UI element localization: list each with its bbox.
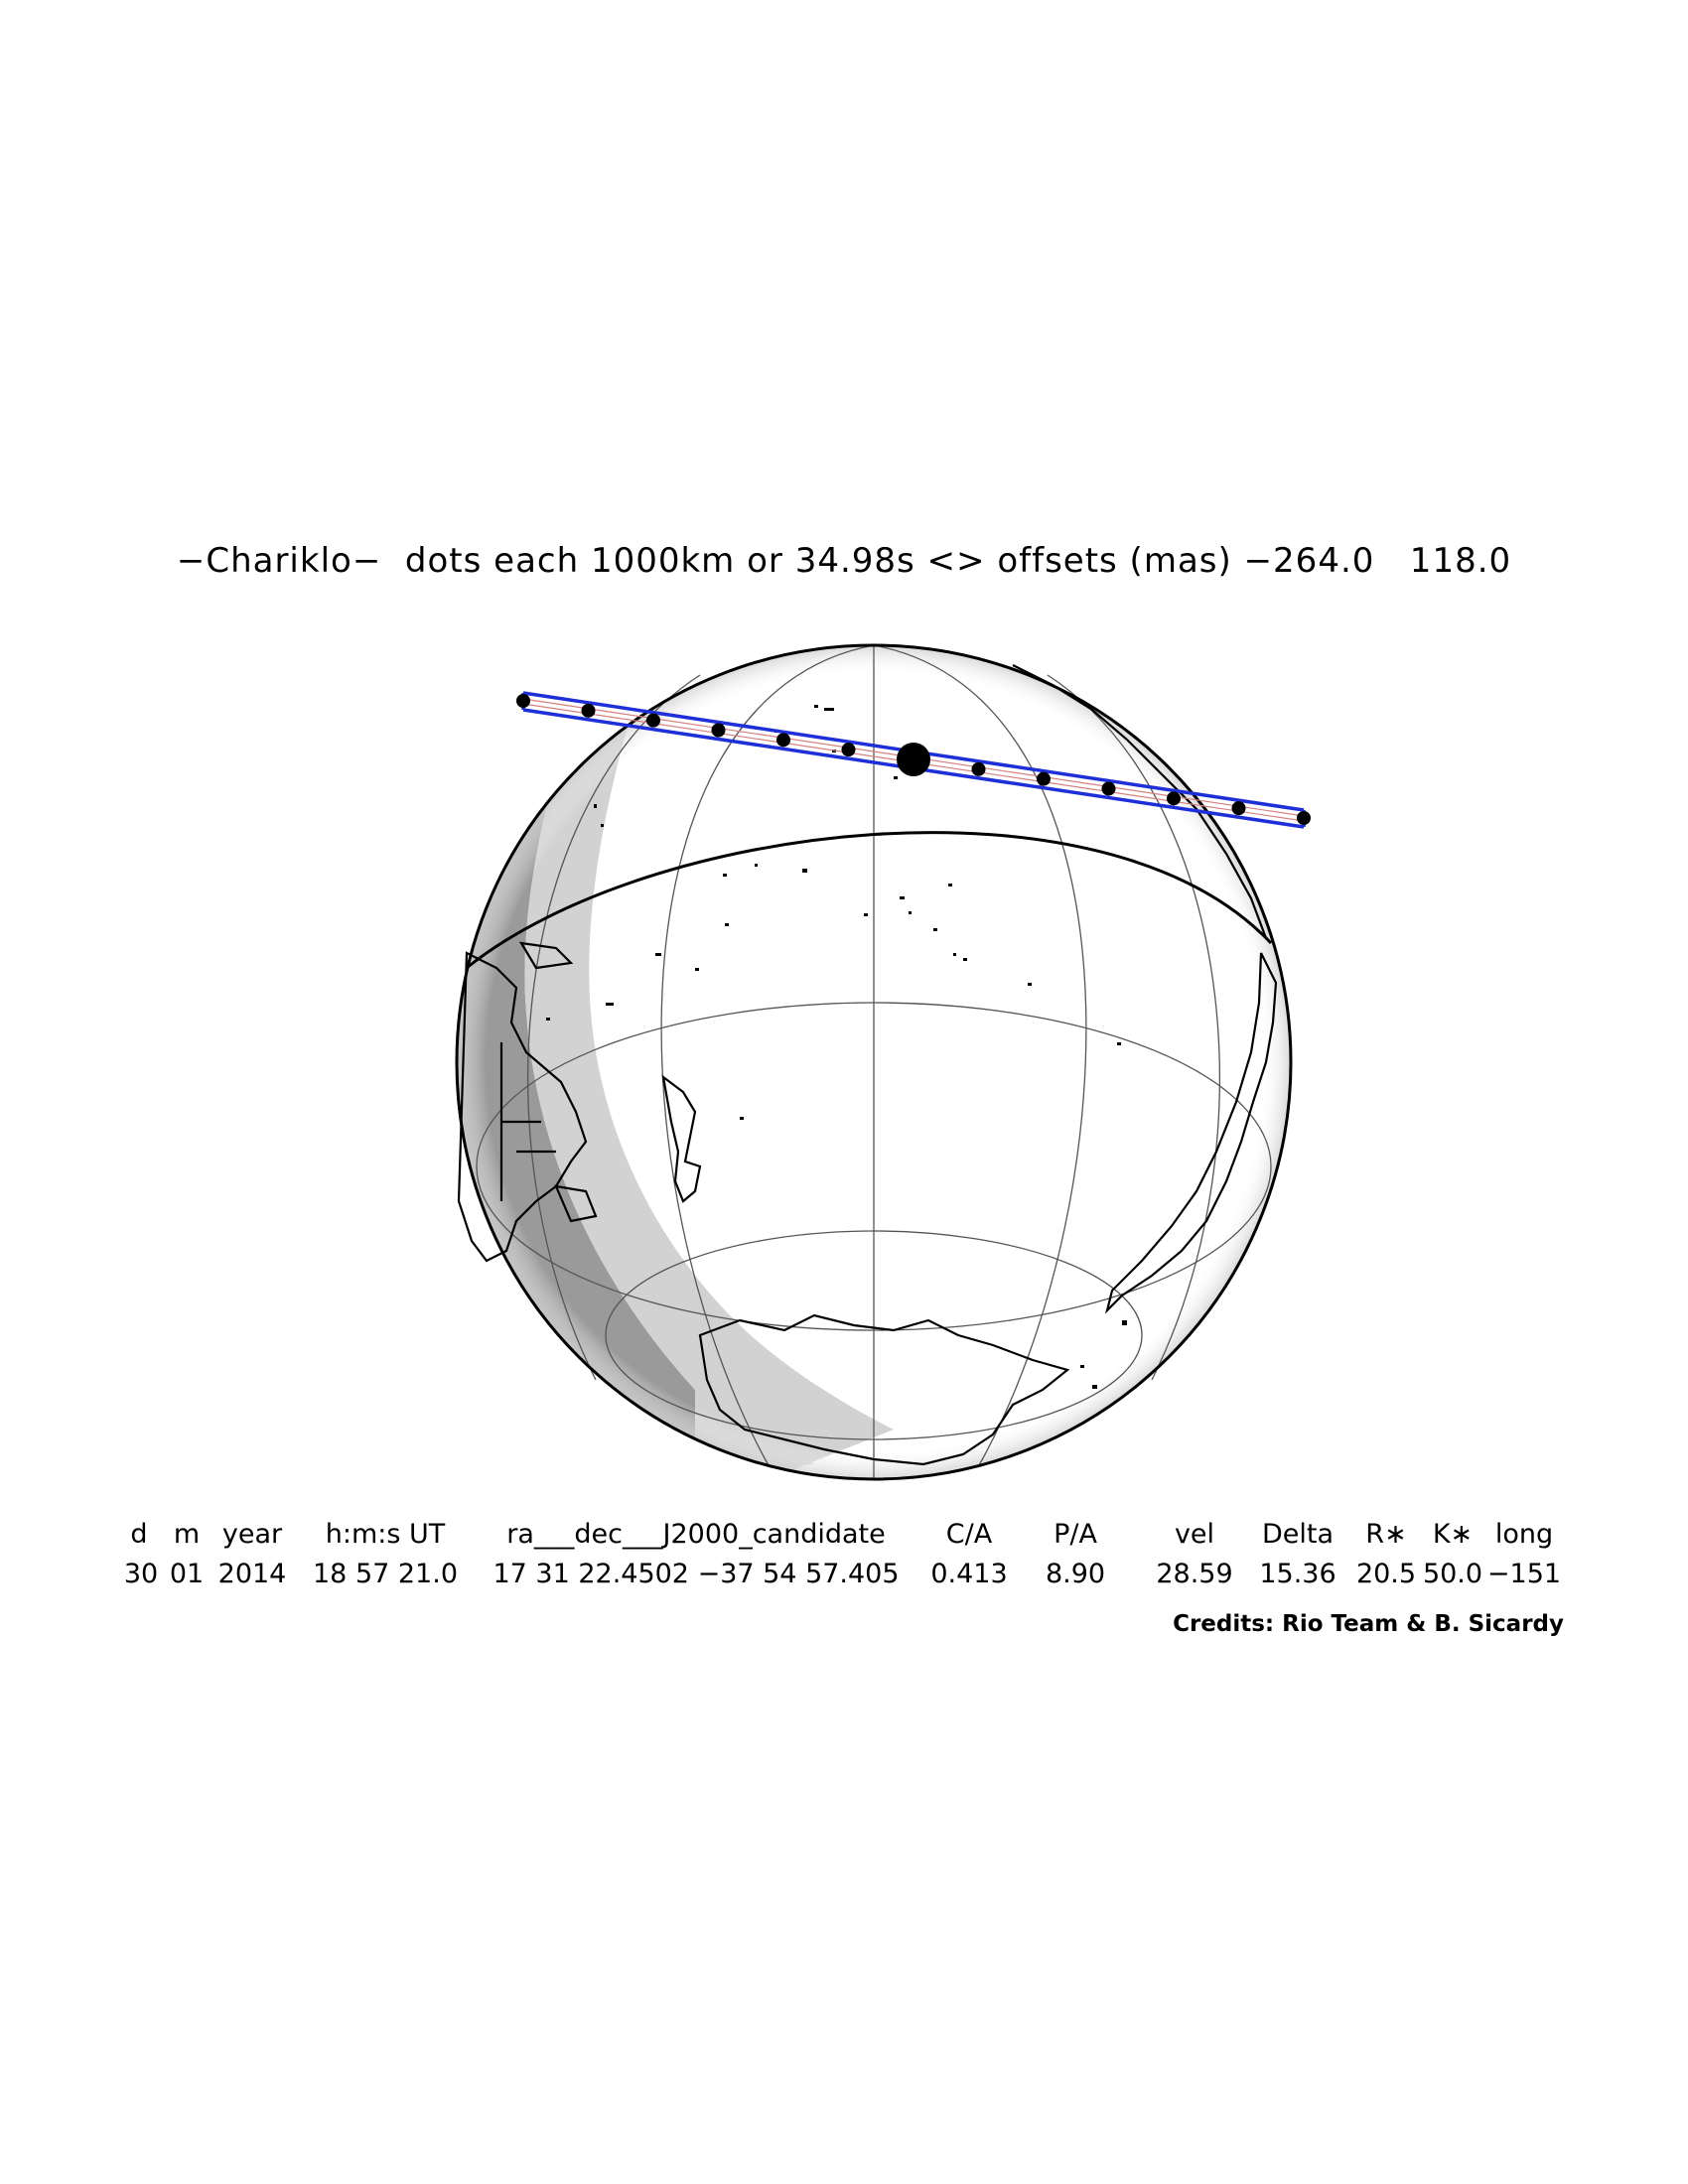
header-cell: m [173,1519,201,1550]
pacific-islands [546,705,1127,1389]
track-dot [516,694,530,708]
table-header-row: d m year h:m:s UT ra___dec___J2000_candi… [0,1519,1688,1559]
track-dot [971,761,986,776]
parallel-polar [605,1230,1143,1440]
australia-coastline [457,951,588,1263]
australia-state-borders [499,1042,556,1201]
track-dot [1167,791,1181,806]
meridian-far-west [527,674,701,1381]
header-cell: d [130,1519,148,1550]
value-cell: 17 31 22.4502 −37 54 57.405 [492,1559,900,1589]
track-dot [776,733,790,748]
new-guinea-coastline [518,941,574,970]
track-dot [581,703,596,718]
header-cell: R∗ [1365,1519,1407,1550]
track-dot [1231,801,1246,816]
header-cell: long [1494,1519,1554,1550]
header-cell: P/A [1054,1519,1097,1550]
value-cell: 15.36 [1259,1559,1336,1589]
table-value-row: 30 01 2014 18 57 21.0 17 31 22.4502 −37 … [0,1559,1688,1598]
shadow-path [516,691,1311,829]
closest-approach-dot [897,743,930,776]
header-cell: year [221,1519,283,1550]
track-dot [711,723,726,738]
south-america-coastline [1104,952,1278,1314]
meridian-far-east [1047,674,1220,1381]
track-dot [841,743,856,757]
globe-outline [455,643,1293,1481]
chart-title: −Chariklo− dots each 1000km or 34.98s <>… [176,541,1512,581]
track-dot [1101,781,1116,796]
value-cell: 28.59 [1156,1559,1233,1589]
value-cell: 0.413 [930,1559,1008,1589]
value-cell: 18 57 21.0 [313,1559,458,1589]
header-cell: vel [1174,1519,1215,1550]
equator [466,831,1273,970]
new-zealand-coastline [661,1074,702,1203]
antarctica-coastline [698,1313,1070,1466]
value-cell: 20.5 [1355,1559,1417,1589]
track-dot [646,713,660,728]
header-cell: ra___dec___J2000_candidate [506,1519,886,1550]
graticule [476,644,1272,1479]
header-cell: Delta [1261,1519,1335,1550]
track-dot [1037,771,1051,786]
value-cell: 8.90 [1045,1559,1106,1589]
header-cell: K∗ [1432,1519,1474,1550]
value-cell: 50.0 [1422,1559,1483,1589]
track-dot [1297,811,1311,825]
value-cell: 2014 [217,1559,287,1589]
meridian-west [660,644,875,1468]
tasmania-coastline [554,1184,598,1223]
value-cell: −151 [1486,1559,1562,1589]
header-cell: h:m:s UT [325,1519,446,1550]
meridian-east [873,644,1087,1468]
value-cell: 01 [169,1559,205,1589]
header-cell: C/A [945,1519,993,1550]
credits: Credits: Rio Team & B. Sicardy [1173,1611,1564,1637]
value-cell: 30 [123,1559,159,1589]
parallel-mid [476,1002,1272,1331]
